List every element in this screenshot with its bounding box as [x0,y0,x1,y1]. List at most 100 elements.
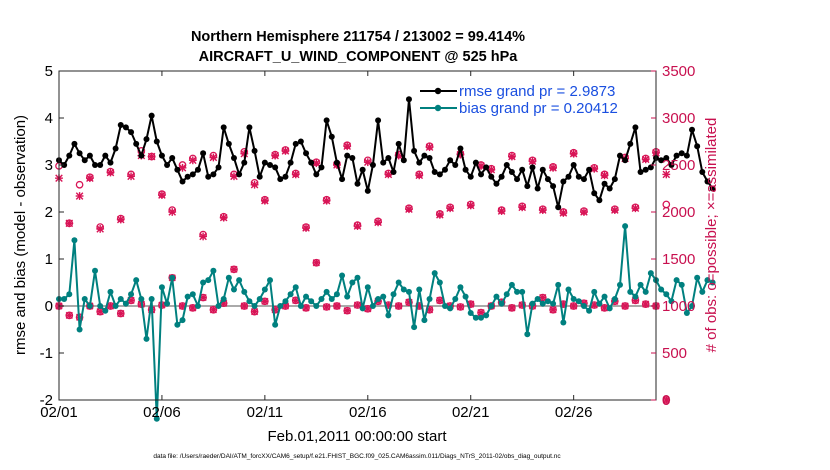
bias-point [220,295,227,302]
rmse-point [436,171,443,178]
bias-point [467,310,474,317]
rmse-point [164,162,171,168]
obs-assimilated-marker [209,153,218,162]
obs-assimilated-marker [199,232,208,241]
rmse-point [112,145,119,152]
rmse-point [220,124,227,131]
rmse-point [308,159,315,166]
bias-point [117,295,124,302]
rmse-point [102,152,109,159]
bias-point [210,267,217,274]
obs-assimilated-marker [507,152,516,161]
obs-assimilated-marker [127,172,135,181]
bias-point [97,303,104,309]
bias-point [627,288,634,295]
rmse-point [616,152,623,159]
rmse-point [694,143,701,150]
series-layer [56,96,716,422]
rmse-point [421,152,428,159]
rmse-point [596,197,603,204]
rmse-point [647,164,654,171]
rmse-point [570,162,577,168]
obs-assimilated-low-marker [178,302,187,310]
obs-possible-marker [240,302,249,310]
bias-point [267,277,274,284]
y-tick-label-left: 0 [45,298,53,315]
bias-point [339,272,346,279]
y-tick-label-left: 5 [45,63,53,80]
obs-assimilated-marker [188,156,197,165]
rmse-point [251,147,258,154]
rmse-point [225,140,232,147]
bias-point [689,303,696,309]
obs-possible-marker [487,302,496,310]
plot-frame [58,70,657,401]
bias-point [611,295,618,302]
bias-point [179,317,186,324]
y-tick-label-right: 1500 [662,251,695,268]
obs-assimilated-low-marker [230,265,238,273]
bias-point [395,279,402,286]
bias-point [112,303,119,309]
rmse-point [678,150,685,157]
bias-point [416,286,423,293]
rmse-point [704,178,711,185]
rmse-point [328,133,335,140]
rmse-point [184,173,191,180]
rmse-point [256,173,263,180]
bias-point [622,223,629,230]
bias-point [503,291,510,298]
obs-assimilated-low-marker [117,309,125,318]
bias-point [524,331,531,338]
rmse-point [66,152,73,159]
obs-assimilated-marker [435,210,444,219]
obs-assimilated-low-marker [240,302,248,310]
rmse-point [591,190,598,197]
rmse-point [699,169,706,176]
obs-assimilated-low-marker [106,302,115,310]
bias-point [92,267,99,274]
rmse-point [128,129,135,136]
obs-assimilated-low-marker [323,303,331,311]
bias-point [143,335,150,342]
rmse-point [359,166,366,173]
obs-assimilated-marker [250,180,259,189]
obs-possible-marker [456,303,465,311]
obs-assimilated-marker [343,142,352,151]
obs-possible-marker [261,297,269,306]
rmse-point [385,154,392,161]
obs-assimilated-marker [363,158,372,167]
obs-assimilated-marker [75,192,84,200]
rmse-point [210,171,217,178]
bias-point [200,279,207,286]
obs-assimilated-marker [116,215,125,224]
bias-point [164,300,171,307]
rmse-point [380,159,387,166]
obs-possible-marker [518,301,527,309]
rmse-point [560,178,567,185]
obs-assimilated-marker [518,203,527,212]
obs-assimilated-marker [559,209,568,217]
rmse-point [205,173,212,180]
bias-point [61,295,68,302]
rmse-point [230,154,237,161]
y-tick-label-left: 3 [45,157,53,174]
rmse-point [627,140,634,147]
bias-point [359,305,366,312]
legend-rmse-label: rmse grand pr = 2.9873 [459,83,615,100]
bias-point [148,295,155,302]
obs-assimilated-marker [291,170,300,179]
bias-point [555,281,562,288]
bias-point [637,281,644,288]
rmse-point [637,169,644,176]
obs-assimilated-low-marker [250,308,259,316]
obs-possible-marker [662,200,671,209]
obs-assimilated-marker [580,208,588,216]
obs-possible-marker [209,305,218,314]
bias-point [107,288,114,295]
obs-assimilated-marker [65,219,74,228]
bias-point [663,291,670,298]
rmse-point [575,173,582,180]
bias-point [575,298,582,305]
bias-point [447,305,454,312]
